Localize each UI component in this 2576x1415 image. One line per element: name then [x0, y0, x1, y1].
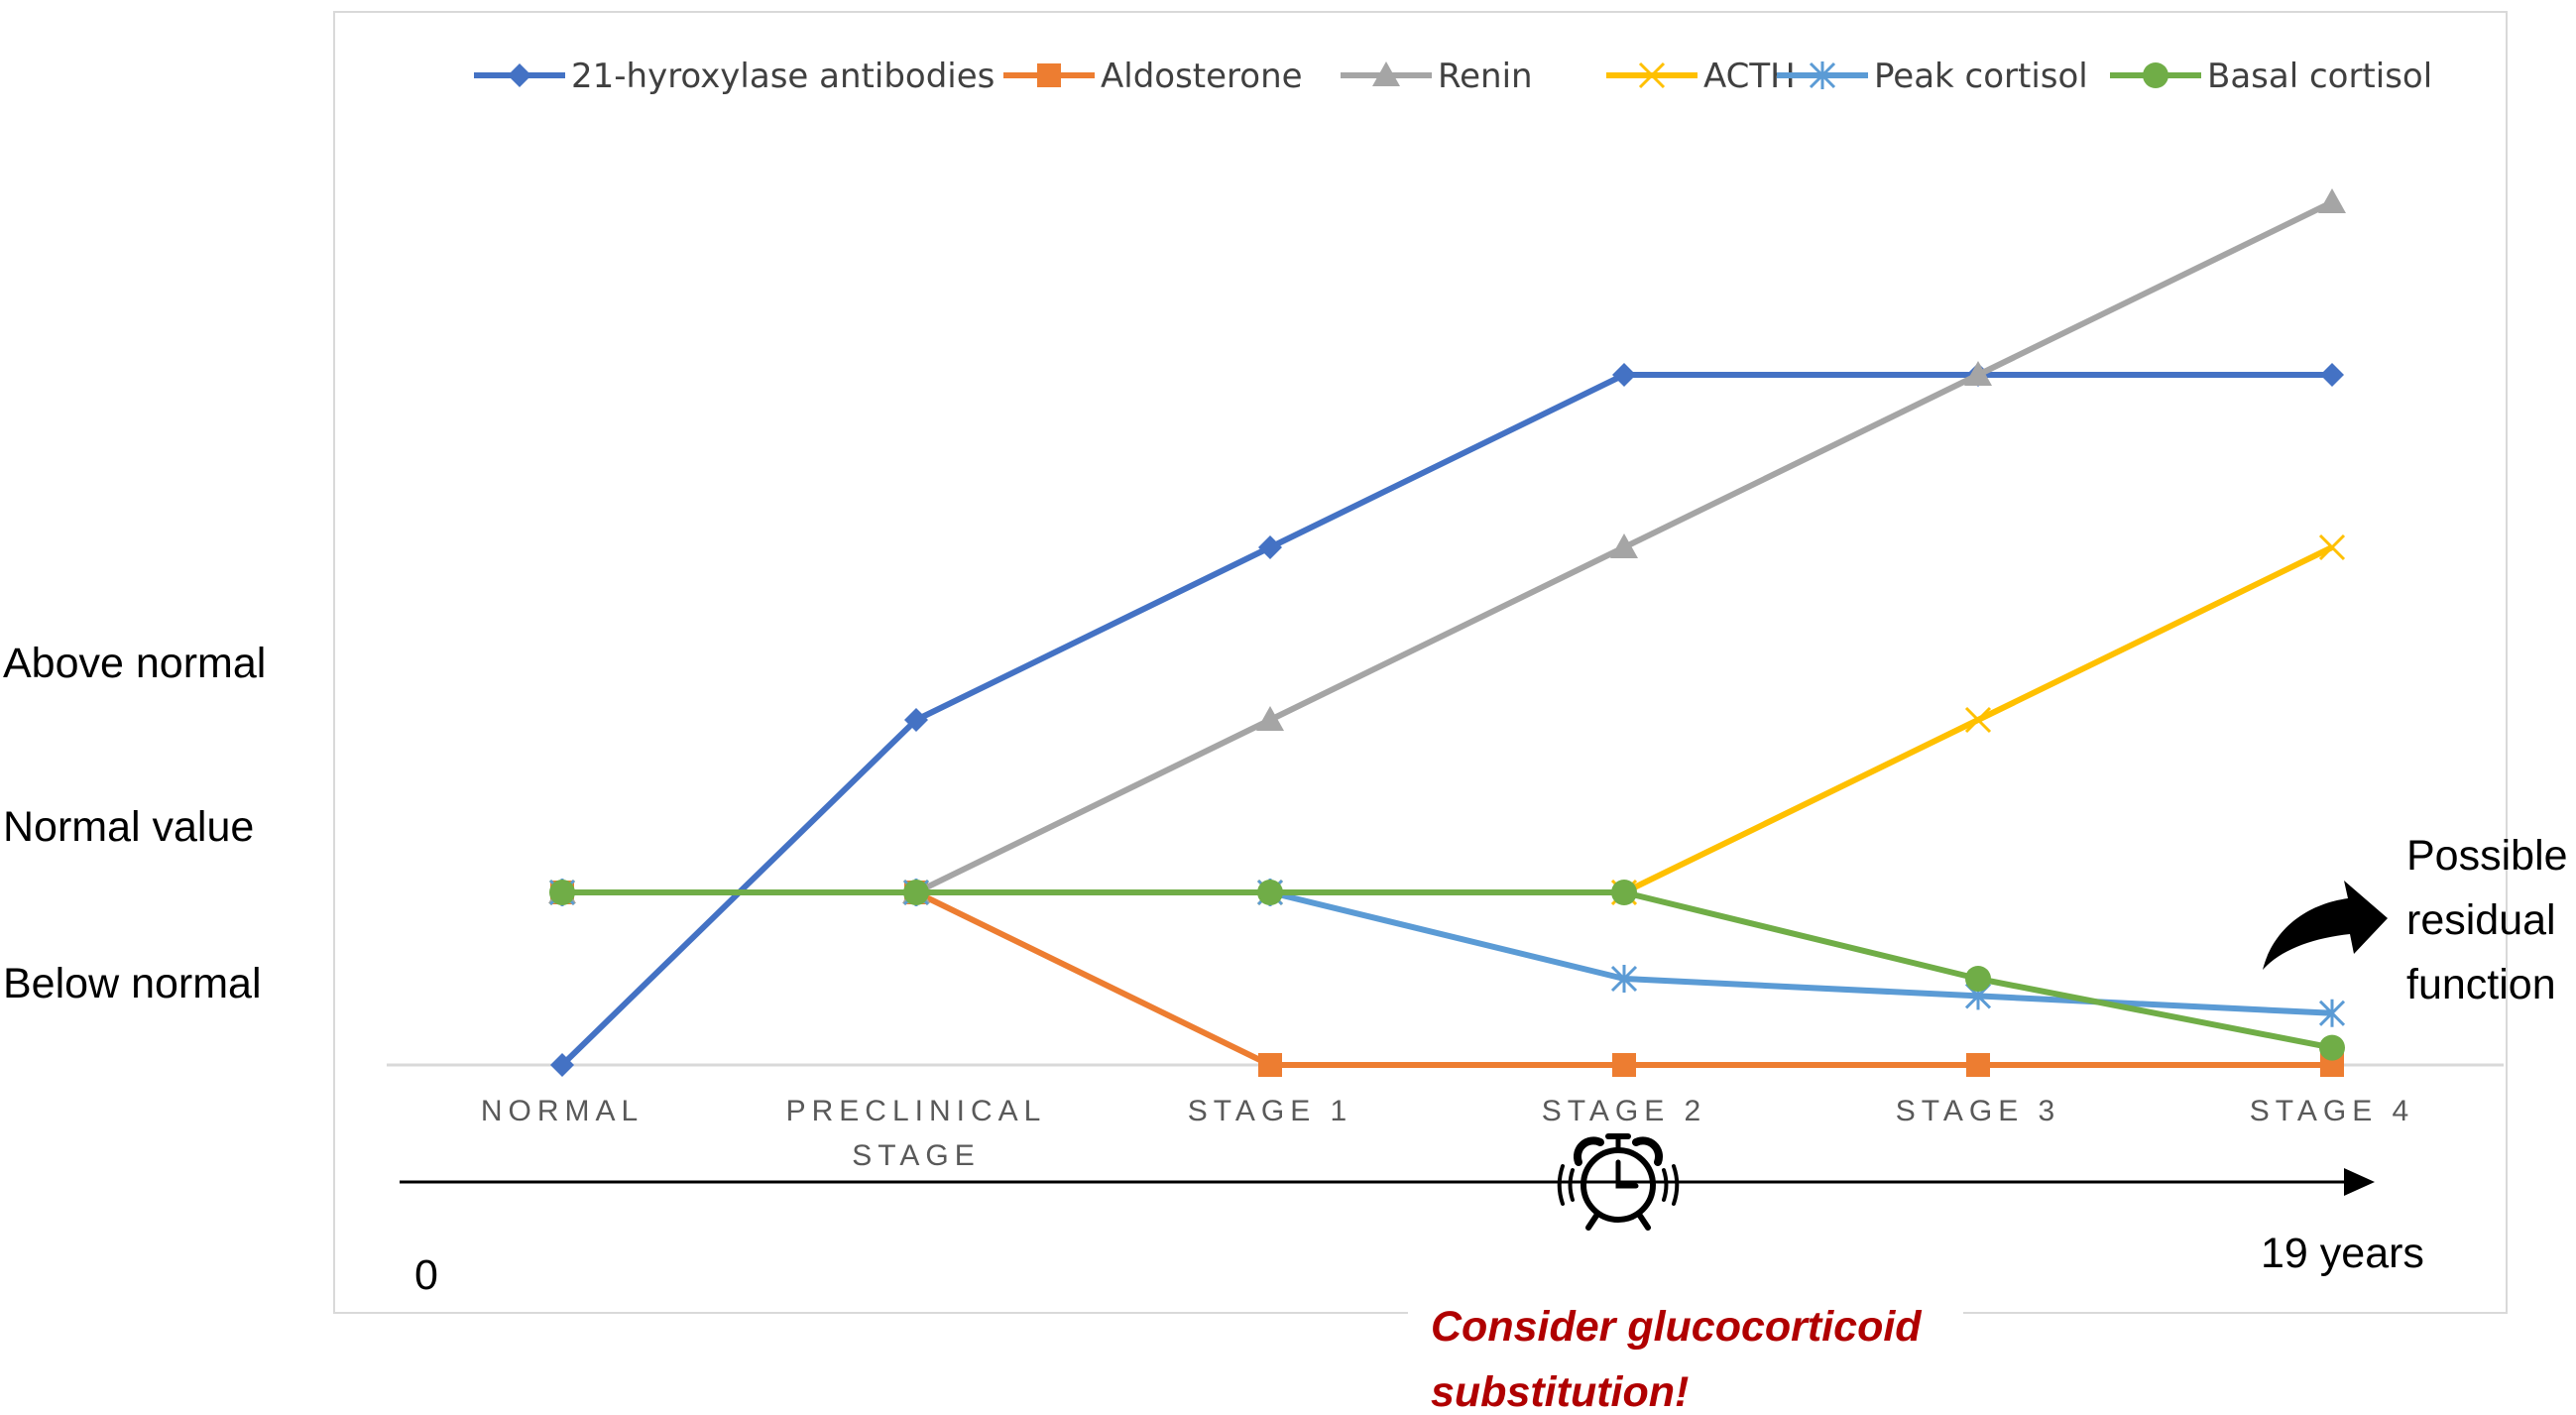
series-basal-cortisol: [549, 880, 2345, 1061]
series-line-aldosterone: [562, 892, 2332, 1065]
category-label: NORMAL: [481, 1095, 644, 1127]
data-point-basal-cortisol: [1965, 966, 1991, 992]
residual-line-3: function: [2406, 961, 2556, 1008]
series-line-acth: [562, 547, 2332, 892]
legend-label: Aldosterone: [1101, 57, 1303, 96]
legend-item-21-hyroxylase-antibodies: 21-hyroxylase antibodies: [474, 57, 995, 96]
legend-marker: [508, 63, 531, 87]
series-21-hyroxylase-antibodies: [550, 363, 2344, 1077]
timeline-arrowhead: [2344, 1168, 2375, 1196]
category-label: PRECLINICAL: [786, 1095, 1047, 1127]
legend-label: Peak cortisol: [1874, 57, 2088, 96]
consider-line-2: substitution!: [1431, 1368, 1689, 1415]
series-line-basal-cortisol: [562, 892, 2332, 1048]
timeline-end-label: 19 years: [2261, 1230, 2424, 1277]
legend-item-acth: ACTH: [1606, 57, 1796, 96]
curved-arrow-icon: [2263, 881, 2388, 970]
consider-line-1: Consider glucocorticoid: [1431, 1303, 1922, 1351]
chart-frame: [334, 12, 2507, 1313]
series-line-renin: [562, 202, 2332, 892]
data-point-21-hyroxylase-antibodies: [1612, 363, 1636, 387]
series-aldosterone: [550, 881, 2344, 1077]
data-point-aldosterone: [1612, 1053, 1636, 1077]
data-point-basal-cortisol: [1611, 880, 1637, 905]
y-label-normal-value: Normal value: [3, 803, 254, 851]
series-acth: [550, 535, 2344, 904]
series-layer: [548, 188, 2346, 1077]
category-label: STAGE 1: [1188, 1095, 1352, 1127]
timeline-start-label: 0: [414, 1251, 438, 1299]
data-point-acth: [1966, 708, 1990, 732]
data-point-21-hyroxylase-antibodies: [1258, 535, 1282, 559]
data-point-renin: [2318, 188, 2346, 213]
data-point-aldosterone: [1258, 1053, 1282, 1077]
legend-item-peak-cortisol: Peak cortisol: [1777, 57, 2088, 96]
data-point-acth: [2320, 535, 2344, 559]
y-label-below-normal: Below normal: [3, 960, 262, 1007]
series-renin: [548, 188, 2346, 903]
category-labels: NORMAL PRECLINICAL STAGE STAGE 1 STAGE 2 STAG…: [481, 1095, 2414, 1172]
legend-item-renin: Renin: [1341, 57, 1533, 96]
legend-marker: [1037, 63, 1061, 87]
series-line-21-hyroxylase-antibodies: [562, 375, 2332, 1065]
legend-marker: [2143, 62, 2168, 88]
category-label: STAGE: [852, 1139, 980, 1172]
y-label-above-normal: Above normal: [3, 640, 266, 687]
legend-label: Basal cortisol: [2207, 57, 2432, 96]
legend: 21-hyroxylase antibodies Aldosterone Renin…: [474, 57, 2432, 96]
data-point-basal-cortisol: [2319, 1035, 2345, 1061]
data-point-basal-cortisol: [549, 880, 575, 905]
residual-line-1: Possible: [2406, 832, 2568, 880]
legend-item-aldosterone: Aldosterone: [1003, 57, 1303, 96]
data-point-basal-cortisol: [903, 880, 929, 905]
category-label: STAGE 2: [1542, 1095, 1706, 1127]
legend-item-basal-cortisol: Basal cortisol: [2110, 57, 2432, 96]
category-label: STAGE 4: [2250, 1095, 2414, 1127]
legend-label: Renin: [1438, 57, 1533, 96]
residual-line-2: residual: [2406, 896, 2556, 944]
legend-label: 21-hyroxylase antibodies: [571, 57, 995, 96]
series-peak-cortisol: [550, 879, 2344, 1027]
category-label: STAGE 3: [1896, 1095, 2060, 1127]
data-point-basal-cortisol: [1257, 880, 1283, 905]
data-point-aldosterone: [1966, 1053, 1990, 1077]
data-point-21-hyroxylase-antibodies: [2320, 363, 2344, 387]
